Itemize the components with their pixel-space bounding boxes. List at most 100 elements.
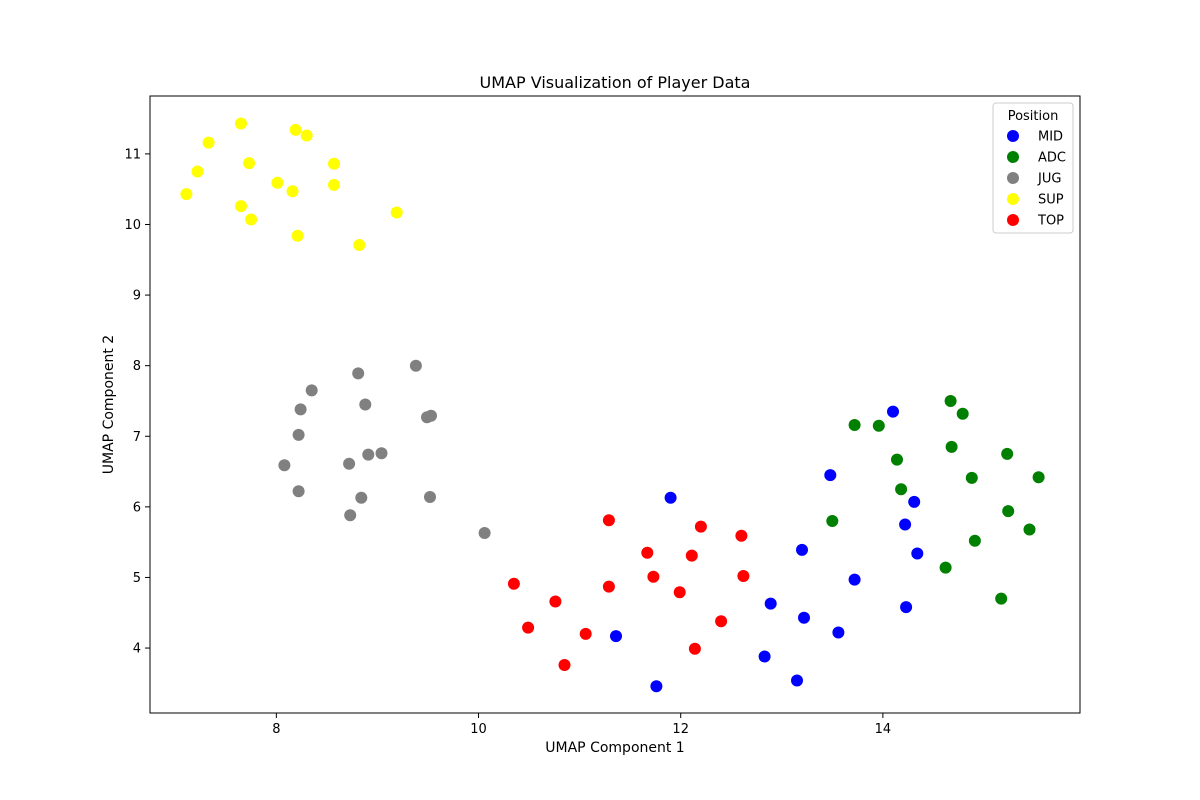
point-adc-11 bbox=[826, 515, 839, 527]
point-mid-0 bbox=[887, 405, 899, 418]
point-mid-4 bbox=[899, 518, 912, 531]
point-top-13 bbox=[579, 627, 592, 640]
point-adc-13 bbox=[968, 534, 981, 547]
point-mid-10 bbox=[798, 611, 810, 624]
y-tick-label: 8 bbox=[133, 359, 141, 374]
point-top-4 bbox=[685, 549, 698, 562]
point-jug-15 bbox=[344, 509, 357, 522]
point-mid-6 bbox=[911, 547, 924, 560]
point-adc-9 bbox=[895, 483, 908, 496]
point-sup-6 bbox=[191, 165, 204, 178]
x-tick-label: 14 bbox=[875, 722, 892, 737]
point-jug-11 bbox=[278, 459, 291, 472]
y-tick-label: 10 bbox=[124, 218, 141, 233]
point-sup-8 bbox=[328, 178, 340, 191]
point-jug-13 bbox=[355, 491, 368, 504]
point-sup-13 bbox=[245, 213, 258, 226]
point-jug-12 bbox=[292, 485, 305, 498]
point-sup-5 bbox=[328, 157, 340, 170]
point-top-0 bbox=[602, 514, 615, 527]
point-top-15 bbox=[558, 659, 571, 671]
y-axis-ticks: 4 5 6 7 8 9 10 11 bbox=[124, 147, 150, 657]
point-jug-6 bbox=[421, 411, 433, 424]
point-sup-12 bbox=[390, 206, 403, 219]
point-adc-15 bbox=[995, 592, 1008, 605]
legend-marker-top bbox=[1007, 214, 1019, 226]
point-sup-0 bbox=[235, 117, 247, 130]
legend-marker-jug bbox=[1007, 172, 1019, 184]
point-adc-5 bbox=[1001, 447, 1014, 460]
legend-marker-sup bbox=[1007, 193, 1019, 205]
point-top-6 bbox=[737, 570, 750, 582]
legend-title: Position bbox=[1008, 109, 1059, 124]
point-jug-0 bbox=[409, 359, 422, 372]
x-axis-ticks: 8 10 12 14 bbox=[272, 713, 891, 737]
point-adc-14 bbox=[939, 561, 952, 574]
point-mid-2 bbox=[908, 495, 921, 508]
legend-label-mid: MID bbox=[1038, 130, 1063, 145]
point-jug-10 bbox=[343, 457, 356, 470]
point-jug-1 bbox=[352, 367, 365, 380]
legend-label-jug: JUG bbox=[1037, 172, 1061, 187]
point-sup-9 bbox=[286, 185, 299, 198]
point-top-9 bbox=[673, 586, 686, 599]
point-adc-12 bbox=[1023, 523, 1036, 536]
point-top-3 bbox=[641, 546, 654, 559]
point-sup-3 bbox=[202, 136, 215, 149]
point-jug-2 bbox=[305, 384, 318, 397]
point-jug-8 bbox=[375, 447, 388, 460]
point-mid-12 bbox=[610, 630, 622, 643]
point-adc-0 bbox=[944, 395, 957, 407]
point-sup-1 bbox=[289, 123, 302, 136]
point-mid-5 bbox=[796, 543, 808, 556]
legend: Position MID ADC JUG SUP TOP bbox=[992, 102, 1074, 234]
point-adc-3 bbox=[872, 419, 885, 432]
y-tick-label: 6 bbox=[133, 500, 141, 515]
x-tick-label: 10 bbox=[470, 722, 487, 737]
y-tick-label: 9 bbox=[133, 289, 141, 304]
legend-label-sup: SUP bbox=[1038, 193, 1064, 208]
point-adc-6 bbox=[891, 453, 903, 466]
point-top-11 bbox=[522, 621, 535, 634]
point-sup-15 bbox=[353, 239, 366, 251]
y-tick-label: 11 bbox=[124, 147, 141, 162]
point-sup-10 bbox=[180, 188, 193, 201]
point-top-10 bbox=[549, 595, 562, 608]
legend-entries: MID ADC JUG SUP TOP bbox=[1007, 130, 1066, 229]
point-jug-3 bbox=[359, 398, 372, 411]
point-adc-2 bbox=[848, 419, 861, 431]
point-top-1 bbox=[694, 520, 707, 533]
point-sup-4 bbox=[243, 157, 256, 170]
point-sup-11 bbox=[235, 200, 247, 213]
x-axis-label: UMAP Component 1 bbox=[545, 740, 684, 756]
point-mid-15 bbox=[650, 680, 663, 693]
x-tick-label: 8 bbox=[272, 722, 280, 737]
plot-area-frame bbox=[149, 95, 1081, 714]
y-tick-label: 4 bbox=[133, 642, 141, 657]
y-tick-label: 7 bbox=[133, 430, 141, 445]
point-top-8 bbox=[602, 580, 615, 593]
point-adc-1 bbox=[956, 407, 969, 420]
point-jug-14 bbox=[424, 491, 436, 503]
point-sup-7 bbox=[271, 176, 284, 189]
point-mid-9 bbox=[900, 601, 913, 614]
point-mid-14 bbox=[791, 674, 803, 687]
points-layer bbox=[180, 117, 1045, 693]
point-jug-9 bbox=[362, 448, 375, 461]
point-mid-11 bbox=[832, 626, 845, 639]
point-adc-7 bbox=[965, 471, 978, 484]
point-mid-7 bbox=[848, 573, 861, 586]
point-mid-3 bbox=[664, 491, 677, 504]
legend-label-top: TOP bbox=[1037, 214, 1064, 229]
point-top-14 bbox=[688, 642, 701, 655]
point-sup-2 bbox=[300, 129, 313, 142]
y-axis-label: UMAP Component 2 bbox=[101, 335, 117, 474]
chart-title: UMAP Visualization of Player Data bbox=[480, 73, 751, 92]
point-top-2 bbox=[735, 529, 748, 542]
point-mid-1 bbox=[824, 469, 837, 482]
point-mid-13 bbox=[758, 650, 771, 663]
point-adc-10 bbox=[1002, 505, 1015, 518]
point-mid-8 bbox=[764, 597, 777, 610]
